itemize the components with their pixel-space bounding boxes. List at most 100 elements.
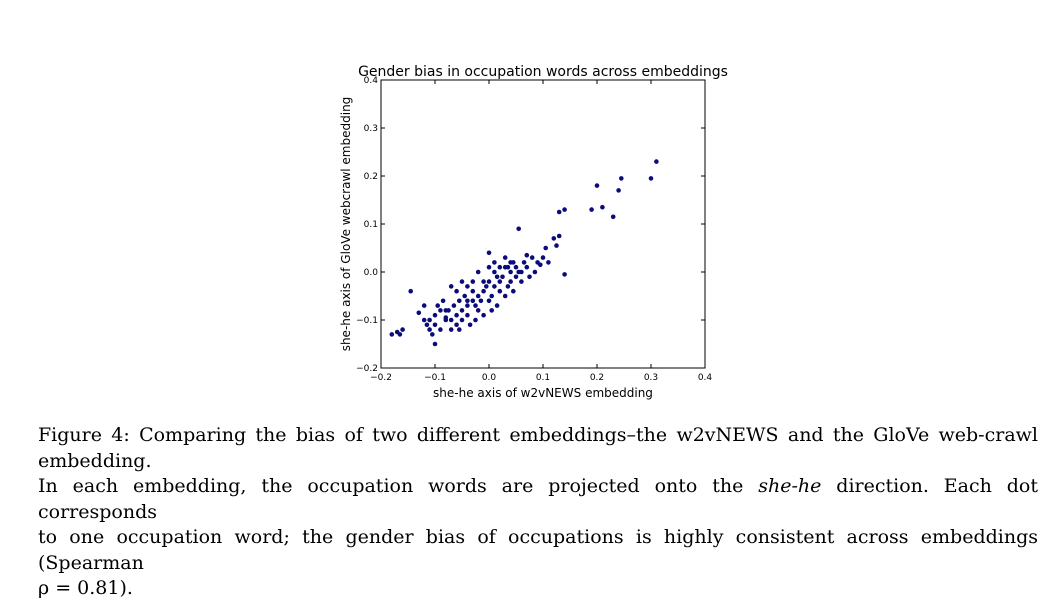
data-point	[457, 298, 462, 304]
data-point	[524, 264, 530, 270]
chart-title: Gender bias in occupation words across e…	[358, 64, 728, 80]
caption-line-2-pre: In each embedding, the occupation words …	[38, 475, 744, 497]
data-point	[473, 317, 478, 323]
data-point	[467, 322, 473, 328]
caption-line-1: Comparing the bias of two different embe…	[38, 424, 1038, 472]
data-point	[421, 317, 427, 323]
data-point	[459, 308, 465, 313]
y-tick-label: 0.2	[364, 172, 378, 182]
data-point	[457, 327, 462, 332]
data-point	[470, 279, 476, 284]
x-tick-label: −0.1	[424, 373, 446, 383]
data-point	[508, 269, 513, 275]
data-point	[519, 279, 524, 284]
data-point	[465, 303, 470, 308]
data-point	[473, 303, 478, 308]
x-tick-label: −0.2	[370, 373, 392, 383]
data-point	[527, 274, 532, 280]
data-point	[465, 312, 470, 318]
data-point	[454, 288, 459, 294]
data-point	[497, 264, 503, 270]
caption-label: Figure 4:	[38, 424, 130, 446]
data-point	[610, 214, 616, 220]
data-point	[505, 264, 511, 270]
data-point	[443, 308, 449, 313]
data-point	[432, 312, 438, 318]
caption-rho: ρ = 0.81).	[38, 577, 133, 599]
x-tick-label: 0.2	[590, 373, 604, 383]
data-point	[486, 298, 492, 304]
data-point	[619, 176, 624, 181]
data-point	[654, 159, 659, 164]
data-point	[513, 274, 519, 280]
data-point	[448, 284, 454, 289]
data-point	[508, 260, 513, 265]
data-point	[430, 332, 435, 337]
data-point	[470, 288, 476, 294]
data-point	[400, 327, 405, 332]
data-point	[478, 298, 484, 304]
data-point	[432, 341, 438, 347]
data-point	[492, 284, 497, 289]
y-tick-label: 0.4	[364, 76, 379, 86]
caption-line-2-post: direction. Each dot corresponds	[38, 475, 1038, 523]
y-tick-label: 0.0	[364, 268, 379, 278]
plot-frame	[380, 79, 706, 369]
data-point	[438, 327, 443, 332]
data-point	[465, 298, 470, 304]
data-point	[427, 327, 432, 332]
data-point	[489, 308, 495, 313]
y-tick-label: −0.2	[356, 364, 378, 374]
data-point	[505, 284, 511, 289]
data-point	[492, 260, 497, 265]
data-point	[432, 322, 438, 328]
data-point	[484, 284, 489, 289]
data-point	[497, 288, 503, 294]
data-point	[443, 317, 449, 323]
data-point	[486, 264, 492, 270]
data-point	[502, 255, 508, 260]
axis-ticks: −0.2 −0.1 0.0 0.1 0.2 0.3 0.4 −0.2 −0.1 0.0 0.1 0.2…	[356, 76, 712, 383]
data-point	[454, 322, 459, 328]
data-point	[516, 226, 521, 232]
data-point	[600, 204, 605, 210]
data-point	[556, 209, 562, 215]
figure: Gender bias in occupation words across e…	[339, 64, 728, 400]
data-point	[532, 269, 538, 275]
y-axis-title: she-he axis of GloVe webcrawl embedding	[339, 97, 353, 352]
data-point	[562, 272, 567, 277]
data-point	[494, 303, 500, 308]
data-point	[519, 269, 524, 275]
data-point	[497, 279, 503, 284]
data-point	[424, 322, 430, 328]
x-tick-label: 0.1	[536, 373, 550, 383]
data-point	[502, 293, 508, 299]
data-point	[546, 260, 551, 265]
data-point	[438, 308, 443, 313]
data-point	[470, 298, 476, 304]
data-point	[440, 298, 446, 304]
data-point	[475, 269, 481, 275]
x-tick-label: 0.0	[482, 373, 497, 383]
data-point	[492, 269, 497, 275]
data-point	[562, 207, 567, 212]
data-point	[481, 312, 486, 318]
data-point	[389, 332, 395, 337]
data-point	[421, 303, 427, 308]
data-point	[408, 288, 414, 294]
data-point	[513, 264, 519, 270]
data-points	[389, 159, 659, 347]
data-point	[524, 252, 530, 258]
data-point	[462, 293, 468, 299]
data-point	[616, 188, 621, 193]
data-point	[551, 236, 557, 241]
data-point	[459, 279, 465, 284]
data-point	[486, 279, 492, 284]
data-point	[427, 317, 432, 323]
data-point	[489, 293, 495, 299]
caption-line-3: to one occupation word; the gender bias …	[38, 526, 1038, 574]
data-point	[481, 288, 486, 294]
data-point	[594, 183, 600, 188]
x-axis-title: she-he axis of w2vNEWS embedding	[433, 386, 653, 400]
data-point	[494, 274, 500, 280]
